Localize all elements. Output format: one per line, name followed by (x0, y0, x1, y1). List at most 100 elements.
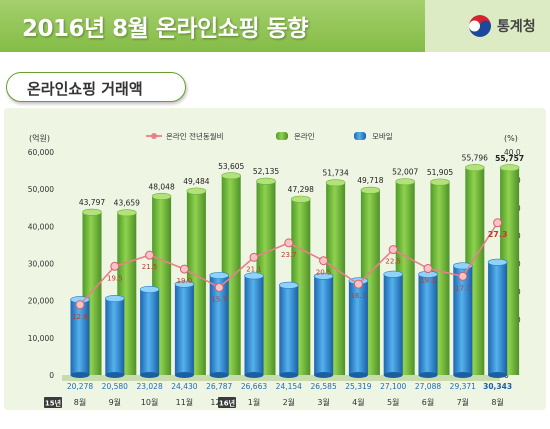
mobile-bar-base (244, 372, 264, 378)
mobile-bar (348, 280, 368, 375)
mobile-bar-top (313, 272, 334, 280)
mobile-bar-base (453, 372, 473, 378)
online-value-label: 48,048 (148, 182, 174, 191)
statistics-korea-logo-icon (469, 15, 491, 37)
online-value-label: 43,797 (79, 198, 105, 207)
yoy-growth-label: 20.5 (316, 269, 332, 277)
online-value-label: 51,905 (427, 168, 453, 177)
x-tick-label: 8월 (74, 397, 86, 407)
mobile-bar (418, 274, 438, 375)
x-tick-label: 2월 (283, 397, 295, 407)
year-badge (44, 397, 62, 408)
y-left-tick: 20,000 (28, 297, 54, 306)
online-value-label: 47,298 (288, 185, 314, 194)
org-name: 통계청 (497, 19, 536, 35)
legend-label: 온라인 (294, 131, 315, 141)
online-value-label: 53,605 (218, 162, 244, 171)
yoy-growth-label: 16.3 (351, 292, 367, 300)
mobile-bar (70, 299, 90, 375)
x-tick-label: 9월 (109, 397, 121, 407)
online-bar-top (360, 186, 381, 194)
mobile-bar-base (279, 372, 299, 378)
mobile-value-label: 23,028 (136, 382, 162, 391)
page-title: 2016년 8월 온라인쇼핑 동향 (22, 16, 308, 42)
year-badge-label: 15년 (45, 399, 61, 408)
mobile-bar-top (244, 272, 264, 280)
online-bar-top (82, 208, 102, 216)
yoy-growth-label: 12.6 (72, 313, 88, 321)
mobile-value-label: 26,663 (241, 382, 267, 391)
online-bar-top (151, 192, 172, 200)
mobile-bar-top (105, 295, 125, 303)
year-badge (218, 397, 236, 408)
x-tick-label: 10월 (141, 397, 159, 407)
mobile-bar-base (209, 372, 229, 378)
yoy-growth-point (145, 250, 155, 260)
online-value-label: 52,007 (392, 168, 418, 177)
y-left-tick: 50,000 (28, 185, 54, 194)
online-bar-top (499, 164, 520, 172)
online-value-label: 55,796 (462, 154, 488, 163)
x-tick-label: 4월 (352, 397, 364, 407)
online-bar-top (221, 172, 241, 180)
yoy-growth-point (353, 279, 363, 289)
chart-panel: (억원) 0 10,000 20,000 30,000 40,000 50,000 60,00… (4, 108, 546, 410)
online-bar-top (395, 178, 416, 186)
mobile-bar-top (139, 285, 160, 293)
yoy-growth-label: 15.7 (211, 295, 227, 303)
x-tick-label: 3월 (317, 397, 329, 407)
mobile-bar (383, 274, 403, 375)
mobile-value-label: 20,278 (67, 382, 93, 391)
yoy-growth-point (458, 271, 468, 281)
mobile-bar (140, 289, 160, 375)
y-right-tick: 40.0 (504, 148, 521, 157)
mobile-value-label: 26,585 (310, 382, 336, 391)
online-value-label: 51,734 (322, 169, 348, 178)
y-left-tick: 0 (49, 371, 54, 380)
legend-cylinder-marker (354, 132, 366, 140)
yoy-growth-point (423, 264, 433, 274)
online-bar-top (117, 209, 137, 217)
mobile-value-label: 25,319 (345, 382, 371, 391)
yoy-growth-point (249, 252, 259, 262)
mobile-value-label: 29,371 (450, 382, 476, 391)
mobile-bar (453, 265, 473, 375)
mobile-bar-top (278, 281, 299, 289)
header-bar: 2016년 8월 온라인쇼핑 동향 통계청 (0, 0, 550, 52)
yoy-growth-label: 21.1 (246, 265, 262, 273)
yoy-growth-point (284, 238, 294, 248)
mobile-bar-base (488, 372, 508, 378)
chart: (억원) 0 10,000 20,000 30,000 40,000 50,000 60,00… (28, 131, 524, 408)
mobile-value-label: 24,154 (276, 382, 302, 391)
mobile-bar-base (70, 372, 90, 378)
mobile-bar-base (418, 372, 438, 378)
online-value-label: 52,135 (253, 167, 279, 176)
section-title-box: 온라인쇼핑 거래액 (6, 72, 186, 102)
x-tick-label: 11월 (176, 397, 194, 407)
yoy-growth-point (214, 282, 224, 292)
yoy-growth-label: 19.5 (107, 274, 123, 282)
y-left-tick: 30,000 (28, 260, 54, 269)
mobile-bar-top (209, 271, 229, 279)
x-tick-label: 7월 (457, 397, 469, 407)
mobile-value-label: 20,580 (102, 382, 128, 391)
online-bar-top (186, 187, 207, 195)
mobile-bar-top (487, 258, 508, 266)
mobile-bar-base (174, 372, 194, 378)
chart-floor (62, 375, 500, 381)
mobile-value-label: 30,343 (483, 382, 512, 391)
yoy-growth-point (493, 218, 503, 228)
mobile-bar-base (348, 372, 368, 378)
online-bar-top (430, 178, 450, 186)
mobile-bar-top (383, 270, 404, 278)
yoy-growth-label: 27.3 (488, 230, 508, 239)
online-value-label: 49,484 (183, 177, 209, 186)
online-bar-top (290, 195, 311, 203)
online-bar-top (464, 164, 485, 172)
mobile-value-label: 27,088 (415, 382, 441, 391)
yoy-growth-label: 17.7 (455, 284, 471, 292)
online-value-label: 49,718 (357, 176, 383, 185)
yoy-growth-point (388, 245, 398, 255)
y-left-tick: 40,000 (28, 222, 54, 231)
y-left-unit: (억원) (29, 133, 50, 143)
